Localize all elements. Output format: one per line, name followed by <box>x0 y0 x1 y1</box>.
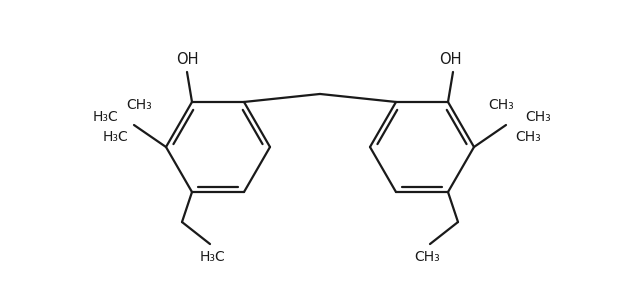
Text: CH₃: CH₃ <box>414 250 440 264</box>
Text: OH: OH <box>176 53 198 67</box>
Text: CH₃: CH₃ <box>525 110 551 124</box>
Text: OH: OH <box>439 53 461 67</box>
Text: H₃C: H₃C <box>200 250 226 264</box>
Text: CH₃: CH₃ <box>515 130 541 144</box>
Text: H₃C: H₃C <box>93 110 119 124</box>
Text: CH₃: CH₃ <box>488 98 514 112</box>
Text: H₃C: H₃C <box>103 130 129 144</box>
Text: CH₃: CH₃ <box>126 98 152 112</box>
